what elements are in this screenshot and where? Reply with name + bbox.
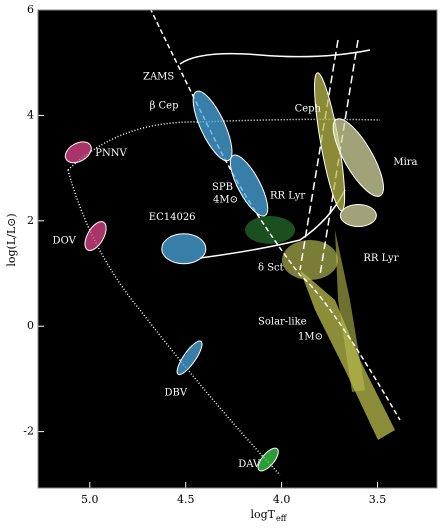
y-tick-label: 0 <box>27 319 34 332</box>
region-label: DAV <box>238 459 261 470</box>
x-axis-label: logT <box>250 508 275 521</box>
x-tick-label: 5.0 <box>81 493 99 506</box>
annotation: 4M⊙ <box>213 195 238 206</box>
x-axis-label-sub: eff <box>276 514 288 523</box>
annotation: Solar-like <box>258 317 307 328</box>
region <box>64 141 92 164</box>
region-label: Mira <box>393 157 417 168</box>
annotation: ZAMS <box>143 72 174 83</box>
y-tick-label: 4 <box>27 108 34 121</box>
region <box>84 221 107 252</box>
x-tick-label: 4.5 <box>177 493 195 506</box>
y-tick-label: 6 <box>27 3 34 16</box>
annotation: 1M⊙ <box>298 332 323 343</box>
y-axis-label: log(L/L⊙) <box>5 213 18 266</box>
region <box>176 340 203 376</box>
region-label: DOV <box>53 236 77 247</box>
region <box>192 90 233 162</box>
region <box>332 118 384 197</box>
region-label: EC14026 <box>149 212 196 223</box>
region <box>161 233 207 265</box>
frame <box>37 9 438 489</box>
annotation: RR Lyr <box>270 191 305 202</box>
region <box>339 204 377 228</box>
annotation: δ Sct <box>258 263 284 274</box>
region-label: Ceph <box>295 103 322 114</box>
y-tick-label: -2 <box>23 425 34 438</box>
region-label: DBV <box>165 387 188 398</box>
region-label: β Cep <box>150 100 179 111</box>
region-label: RR Lyr <box>363 253 398 264</box>
region <box>257 447 279 472</box>
region-label: PNNV <box>95 148 127 159</box>
x-tick-label: 3.5 <box>369 493 387 506</box>
y-tick-label: 2 <box>27 214 34 227</box>
star-cloud <box>245 216 395 440</box>
region-label: SPB <box>212 182 233 193</box>
x-tick-label: 4.0 <box>273 493 291 506</box>
region <box>229 154 269 217</box>
